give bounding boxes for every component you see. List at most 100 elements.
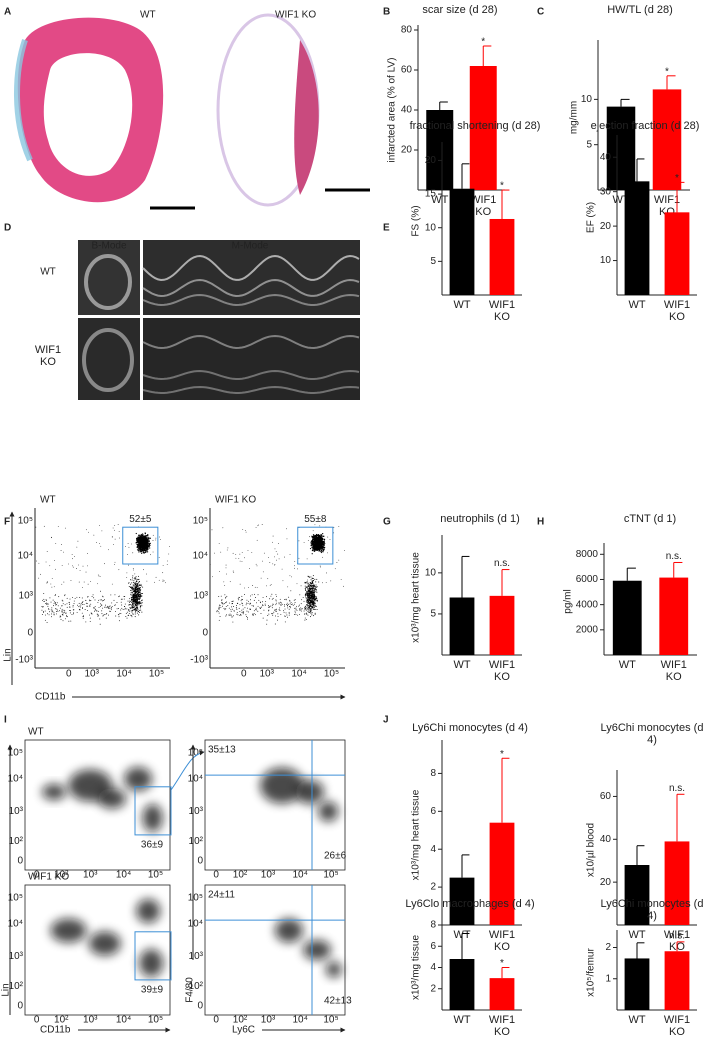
dot	[257, 525, 259, 527]
axis-label: F4/80	[185, 977, 196, 1003]
dot	[313, 594, 315, 596]
dot	[131, 602, 132, 604]
dot	[212, 576, 213, 578]
dot	[236, 607, 237, 609]
dot	[239, 553, 241, 555]
dot	[133, 580, 135, 582]
dot	[259, 607, 261, 609]
dot	[138, 598, 140, 600]
dot	[88, 531, 89, 533]
dot	[316, 542, 319, 544]
dot	[134, 603, 136, 605]
y-tick-label: 60	[600, 791, 612, 802]
dot	[276, 610, 278, 612]
dot	[54, 594, 56, 596]
dot	[136, 591, 138, 593]
dot	[315, 581, 317, 583]
density-blob	[275, 918, 303, 943]
flow-tick-label: 10²	[9, 981, 24, 992]
bar	[449, 597, 475, 655]
dot	[278, 543, 279, 544]
dot	[139, 602, 141, 604]
dot	[72, 597, 74, 598]
dot	[114, 564, 115, 565]
dot	[140, 534, 142, 536]
dot	[325, 582, 327, 583]
dot	[307, 586, 309, 588]
dot	[100, 545, 102, 547]
dot	[315, 584, 317, 586]
dot	[127, 600, 129, 602]
dot	[43, 600, 45, 602]
density-blob	[124, 767, 153, 791]
dot	[322, 582, 323, 584]
dot	[274, 615, 276, 617]
dot	[219, 571, 221, 572]
dot	[105, 613, 107, 615]
dot	[70, 580, 72, 581]
dot	[340, 579, 342, 580]
dot	[307, 576, 309, 578]
dot	[74, 597, 76, 599]
dot	[141, 539, 143, 542]
dot	[322, 540, 325, 543]
dot	[270, 584, 272, 585]
dot	[222, 527, 224, 529]
y-tick-label: 10	[581, 94, 593, 105]
dot	[81, 612, 83, 614]
flow-tick-label: 10³	[19, 591, 34, 602]
dot	[139, 597, 141, 599]
dot	[38, 577, 40, 579]
dot	[130, 600, 132, 602]
dot	[50, 609, 52, 611]
dot	[312, 580, 314, 582]
dot	[139, 536, 141, 538]
dot	[140, 588, 142, 590]
x-tick-label-box: WIF1 KO	[489, 299, 515, 323]
dot	[131, 616, 133, 618]
bar	[489, 822, 515, 925]
y-tick-label: 40	[600, 152, 612, 163]
dot	[78, 581, 80, 583]
dot	[294, 612, 296, 614]
dot	[110, 594, 112, 596]
dot	[135, 607, 137, 609]
dot	[134, 605, 136, 607]
flow-tick-label: 0	[197, 856, 203, 867]
histology-wt	[14, 17, 195, 210]
dot	[119, 595, 121, 597]
dot	[242, 613, 244, 615]
dot	[138, 602, 140, 604]
flow-tick-label: 0	[27, 627, 33, 638]
dot	[85, 529, 87, 531]
dot	[256, 587, 258, 588]
significance-label: n.s.	[494, 558, 510, 569]
dot	[140, 585, 142, 587]
x-tick-label-box: WT	[628, 1014, 645, 1026]
dot	[256, 539, 258, 541]
dot	[289, 554, 291, 555]
dot	[262, 596, 264, 598]
dot	[313, 596, 315, 598]
y-tick-label: 40	[600, 834, 612, 845]
dot	[57, 611, 59, 612]
dot	[273, 611, 275, 613]
significance-label: *	[500, 958, 504, 969]
dot	[244, 587, 245, 589]
dot	[55, 602, 57, 604]
dot	[254, 586, 256, 588]
dot	[137, 584, 139, 586]
dot	[87, 565, 88, 567]
dot	[316, 547, 318, 549]
dot	[130, 614, 132, 616]
dot	[77, 604, 78, 606]
dot	[309, 601, 311, 603]
dot	[136, 597, 138, 599]
x-tick-label: WIF1 KO	[663, 299, 691, 323]
density-blob	[42, 784, 66, 800]
dot	[131, 586, 133, 588]
dot	[280, 602, 282, 604]
dot	[314, 586, 316, 588]
dot	[315, 599, 317, 601]
y-tick-label: 80	[401, 25, 413, 36]
